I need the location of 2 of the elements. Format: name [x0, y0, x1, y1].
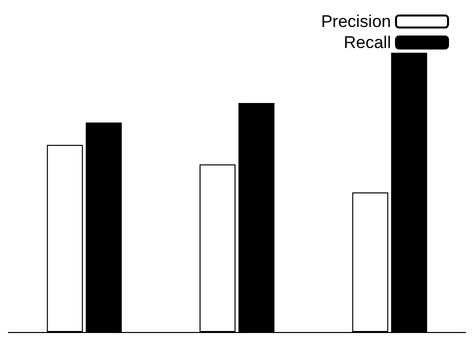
legend-label: Precision — [321, 12, 391, 31]
legend-label: Recall — [344, 33, 391, 52]
